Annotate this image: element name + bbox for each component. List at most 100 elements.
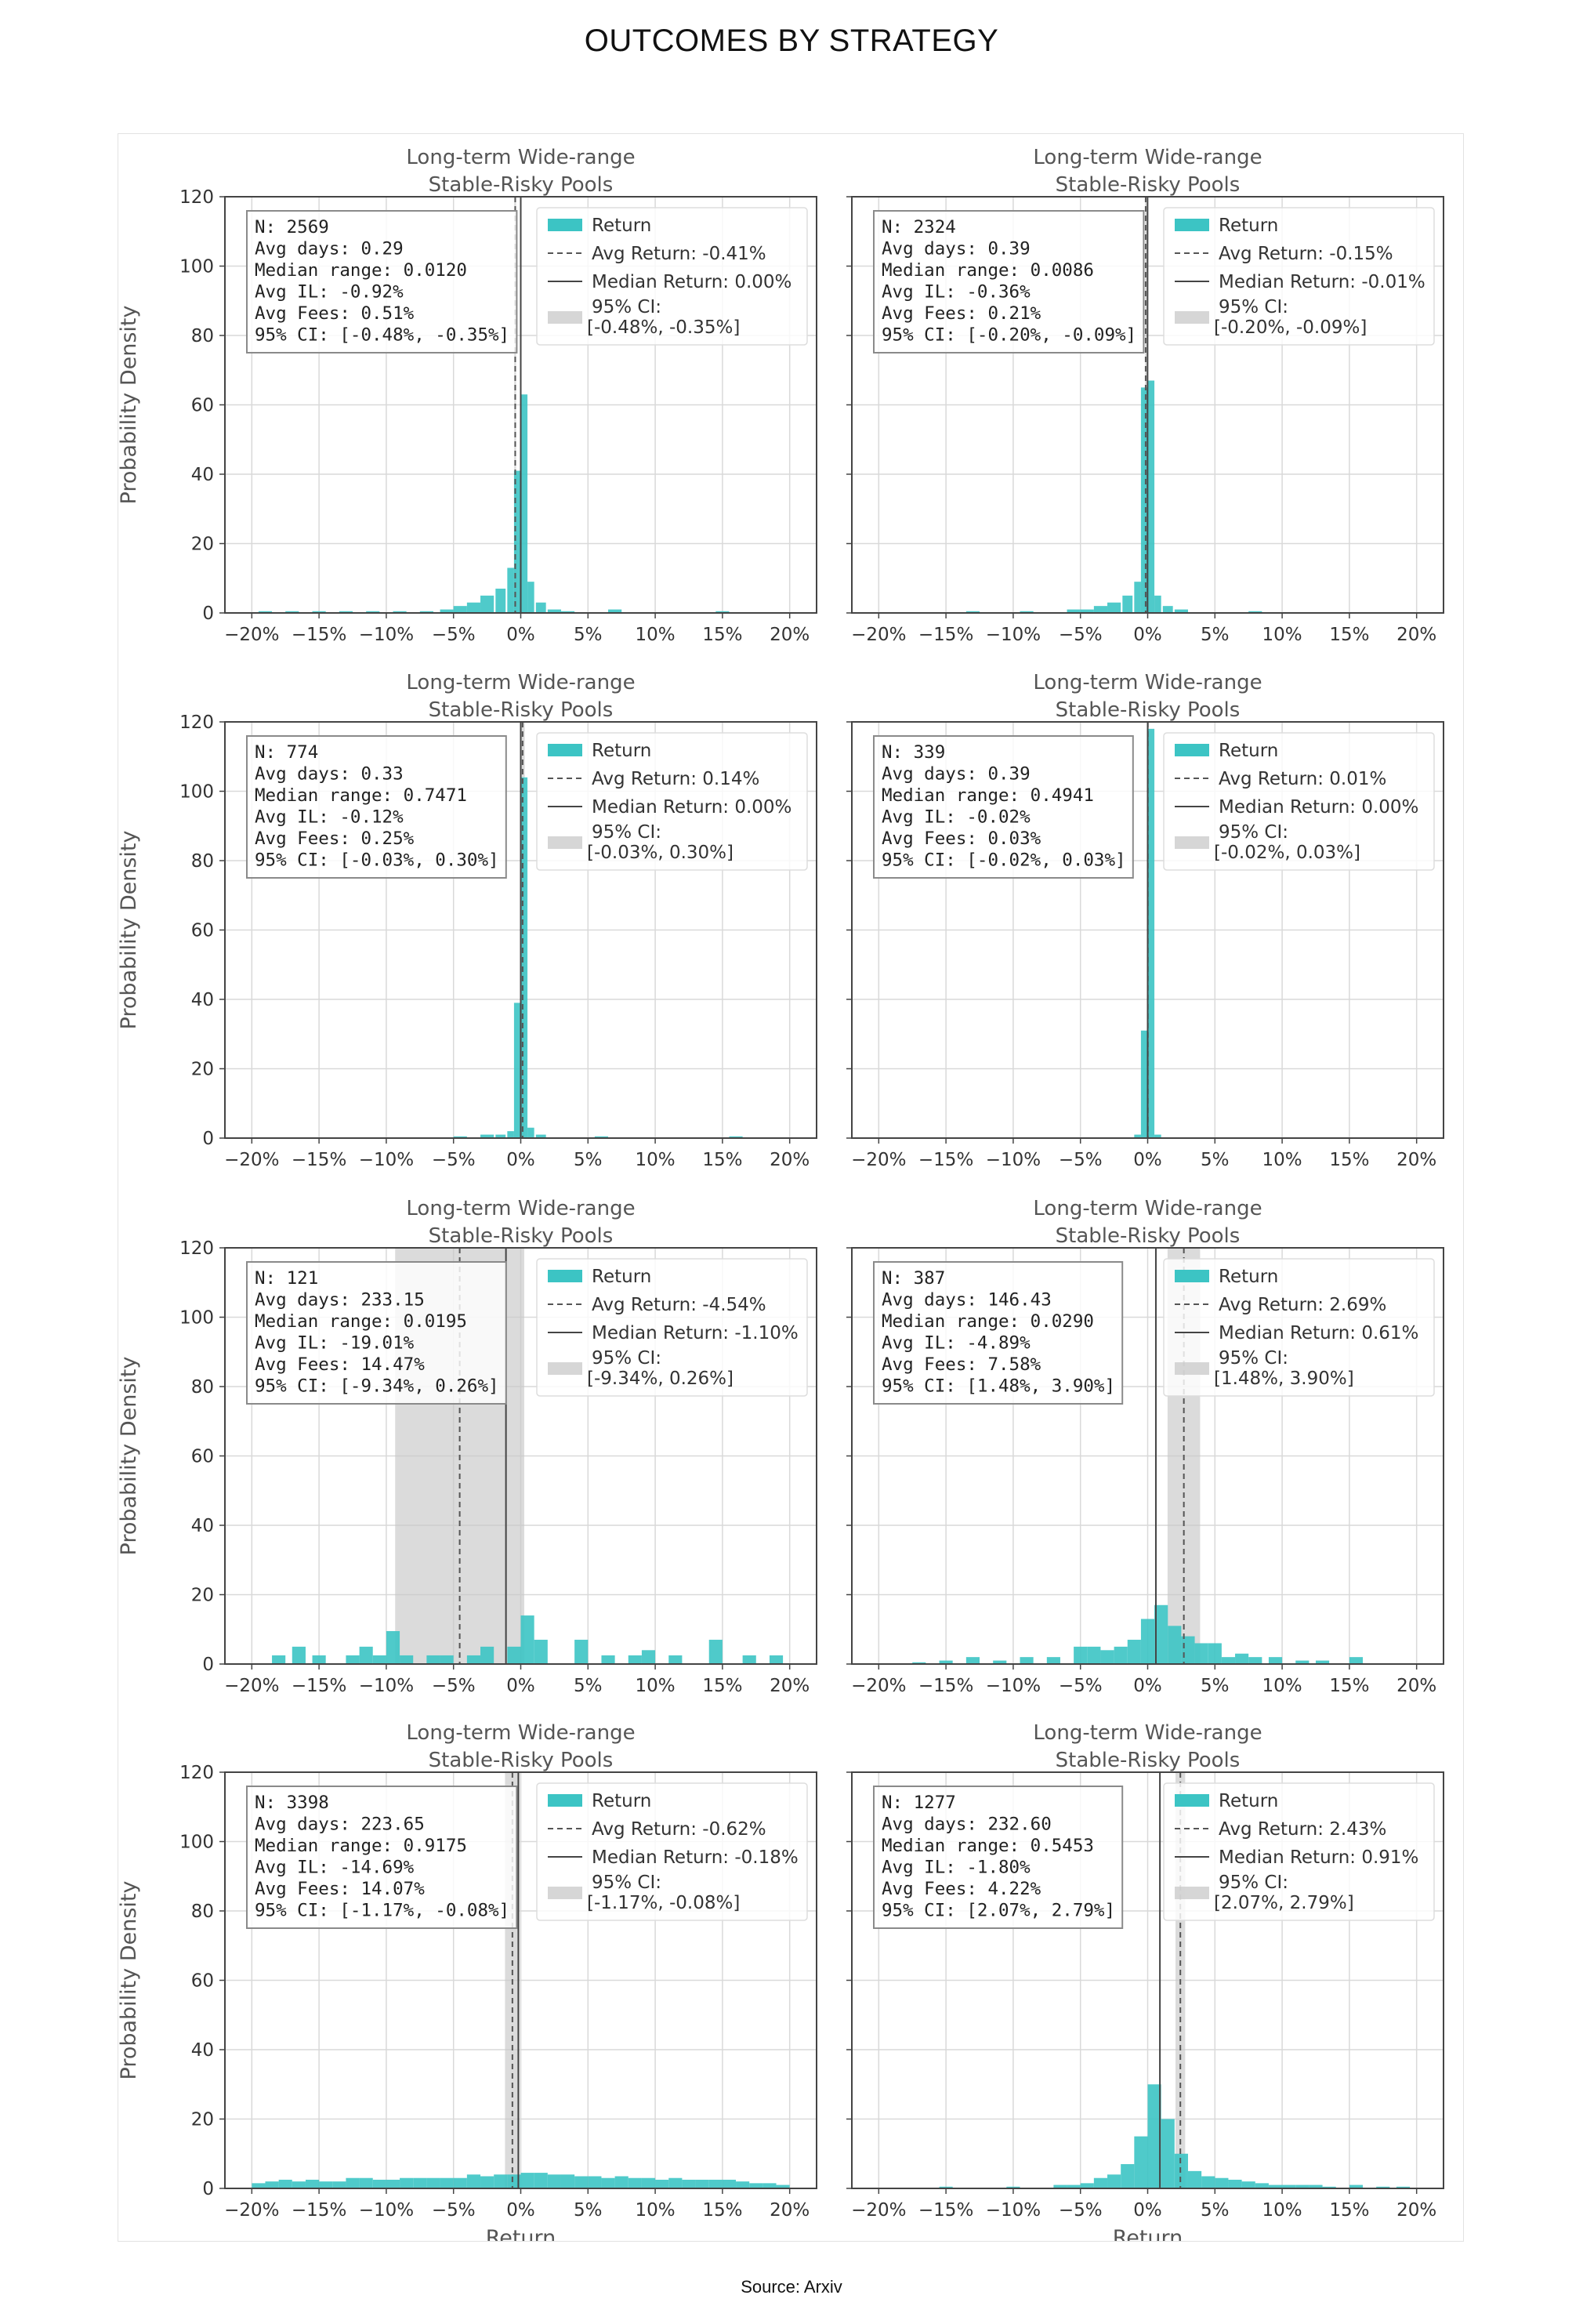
x-tick-label: −20% bbox=[224, 625, 279, 645]
histogram-bar bbox=[480, 2176, 494, 2188]
histogram-bar bbox=[574, 2176, 589, 2188]
stats-line: Avg Fees: 0.25% bbox=[255, 828, 415, 849]
legend-handle-ci bbox=[1175, 1887, 1209, 1899]
stats-line: Avg IL: -14.69% bbox=[255, 1858, 415, 1878]
stats-line: Avg Fees: 0.51% bbox=[255, 303, 415, 324]
histogram-bar bbox=[1154, 1604, 1168, 1664]
stats-line: Median range: 0.0195 bbox=[255, 1311, 467, 1332]
histogram-bar bbox=[1174, 2153, 1188, 2188]
legend-label-avg: Avg Return: -0.62% bbox=[592, 1819, 766, 1840]
x-tick-label: −10% bbox=[986, 1150, 1041, 1170]
histogram-bar bbox=[534, 1640, 548, 1664]
x-tick-label: 0% bbox=[506, 2200, 535, 2221]
y-tick-label: 80 bbox=[191, 326, 214, 346]
stats-line: Avg IL: -0.02% bbox=[882, 807, 1031, 828]
histogram-bar bbox=[1208, 1643, 1222, 1664]
histogram-bar bbox=[695, 2179, 709, 2188]
stats-line: N: 387 bbox=[882, 1268, 945, 1289]
histogram-bar bbox=[1147, 2084, 1161, 2188]
x-tick-label: 20% bbox=[770, 1676, 810, 1696]
legend-label-return: Return bbox=[592, 1267, 651, 1287]
stats-line: N: 3398 bbox=[255, 1793, 329, 1813]
y-tick-label: 20 bbox=[191, 2110, 214, 2130]
legend-label-avg: Avg Return: -0.15% bbox=[1219, 244, 1393, 264]
histogram-bar bbox=[453, 1136, 467, 1138]
x-tick-label: 5% bbox=[574, 1676, 603, 1696]
panel-title-line: Long-term Wide-range bbox=[406, 671, 635, 694]
histogram-bar bbox=[366, 611, 380, 613]
histogram-bar bbox=[1134, 2136, 1148, 2188]
y-tick-label: 80 bbox=[191, 851, 214, 872]
histogram-bar bbox=[419, 611, 433, 613]
legend-label-ci: 95% CI: bbox=[592, 822, 661, 843]
histogram-bar bbox=[668, 2177, 683, 2188]
x-tick-label: 15% bbox=[702, 625, 742, 645]
stats-line: N: 121 bbox=[255, 1268, 318, 1289]
x-tick-label: 20% bbox=[1396, 2200, 1436, 2221]
histogram-bar bbox=[507, 567, 514, 613]
legend-handle-return bbox=[1175, 219, 1209, 231]
histogram-bar bbox=[440, 609, 454, 613]
legend-label-return: Return bbox=[592, 741, 651, 761]
y-tick-label: 0 bbox=[202, 2179, 214, 2199]
stats-line: Median range: 0.9175 bbox=[255, 1836, 467, 1856]
y-tick-label: 120 bbox=[179, 187, 214, 208]
histogram-bar bbox=[426, 2177, 440, 2188]
legend-handle-return bbox=[1175, 1794, 1209, 1807]
y-tick-label: 40 bbox=[191, 465, 214, 485]
histogram-bar bbox=[513, 1002, 521, 1138]
histogram-bar bbox=[628, 1655, 642, 1664]
stats-line: Avg IL: -0.36% bbox=[882, 282, 1031, 303]
stats-line: Avg IL: -0.12% bbox=[255, 807, 404, 828]
histogram-bar bbox=[1147, 728, 1155, 1138]
histogram-bar bbox=[776, 2184, 790, 2188]
stats-line: Avg days: 0.33 bbox=[255, 764, 404, 785]
legend-label-ci-range: [-0.02%, 0.03%] bbox=[1214, 843, 1360, 863]
y-tick-label: 100 bbox=[179, 257, 214, 277]
histogram-bar bbox=[400, 2177, 414, 2188]
x-tick-label: 10% bbox=[636, 625, 676, 645]
panel-2: Long-term Wide-range Stable-Risky Pools −2… bbox=[846, 146, 1444, 645]
stats-line: Median range: 0.5453 bbox=[882, 1836, 1094, 1856]
histogram-bar bbox=[312, 611, 326, 613]
histogram-bar bbox=[1046, 1657, 1060, 1664]
x-tick-label: 5% bbox=[574, 2200, 603, 2221]
stats-line: N: 2324 bbox=[882, 217, 956, 237]
histogram-bar bbox=[708, 2179, 723, 2188]
x-tick-label: 20% bbox=[770, 2200, 810, 2221]
x-tick-label: −20% bbox=[851, 1676, 906, 1696]
histogram-bar bbox=[312, 1655, 326, 1664]
histogram-bar bbox=[292, 2181, 306, 2188]
stats-line: N: 2569 bbox=[255, 217, 329, 237]
x-tick-label: 20% bbox=[770, 1150, 810, 1170]
y-tick-label: 100 bbox=[179, 1308, 214, 1329]
histogram-bar bbox=[965, 611, 980, 613]
y-tick-label: 60 bbox=[191, 1971, 214, 1992]
y-tick-label: 20 bbox=[191, 1586, 214, 1606]
x-tick-label: −15% bbox=[292, 1150, 346, 1170]
histogram-bar bbox=[400, 1655, 414, 1664]
x-tick-label: 0% bbox=[506, 1150, 535, 1170]
x-tick-label: −10% bbox=[359, 1676, 414, 1696]
stats-line: Median range: 0.0290 bbox=[882, 1311, 1094, 1332]
legend-handle-return bbox=[1175, 1270, 1209, 1282]
stats-line: Avg Fees: 7.58% bbox=[882, 1354, 1041, 1375]
panel-title-line: Stable-Risky Pools bbox=[1056, 698, 1241, 722]
legend-label-ci: 95% CI: bbox=[1219, 1348, 1288, 1369]
histogram-bar bbox=[507, 1131, 514, 1138]
x-tick-label: −20% bbox=[851, 2200, 906, 2221]
x-tick-label: 5% bbox=[1201, 1150, 1230, 1170]
panel-title-line: Long-term Wide-range bbox=[1033, 1721, 1262, 1745]
panel-title-line: Long-term Wide-range bbox=[1033, 146, 1262, 169]
panel-title-line: Stable-Risky Pools bbox=[429, 698, 614, 722]
x-tick-label: 5% bbox=[1201, 2200, 1230, 2221]
histogram-bar bbox=[547, 2174, 561, 2188]
x-tick-label: 20% bbox=[1396, 625, 1436, 645]
histogram-bar bbox=[1174, 609, 1188, 613]
histogram-bar bbox=[480, 595, 494, 613]
histogram-bar bbox=[393, 611, 407, 613]
histogram-bar bbox=[440, 1655, 454, 1664]
legend-box bbox=[536, 732, 808, 871]
legend-handle-ci bbox=[1175, 1362, 1209, 1375]
panel-title-line: Stable-Risky Pools bbox=[1056, 1749, 1241, 1772]
